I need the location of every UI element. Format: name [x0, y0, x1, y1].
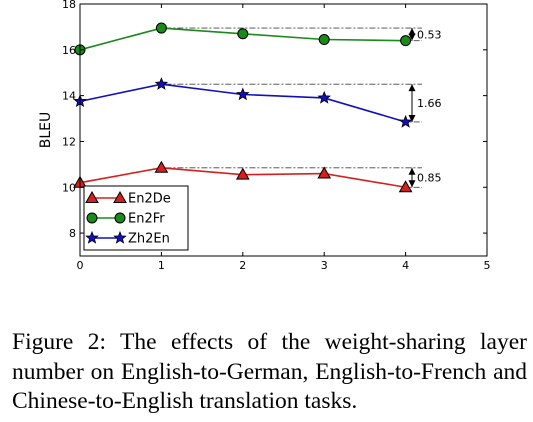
data-point [236, 87, 250, 101]
legend-entry: En2De [85, 190, 171, 207]
data-point [154, 160, 169, 173]
x-tick-label: 1 [158, 259, 165, 272]
y-axis-label: BLEU [38, 112, 54, 149]
legend-marker [85, 190, 99, 203]
data-point [235, 167, 250, 180]
y-tick-label: 10 [62, 181, 76, 194]
x-tick-label: 3 [321, 259, 328, 272]
legend-entry: En2Fr [86, 212, 165, 227]
difference-label: 1.66 [417, 97, 442, 110]
difference-label: 0.53 [417, 28, 442, 41]
legend-label: Zh2En [128, 232, 170, 247]
x-tick-label: 4 [402, 259, 409, 272]
series-zh2en [73, 77, 413, 128]
arrowhead-up [408, 28, 416, 36]
legend-entry: Zh2En [85, 230, 170, 247]
annotation-en2de: 0.85 [161, 167, 442, 188]
legend-label: En2De [128, 192, 171, 207]
annotation-zh2en: 1.66 [161, 83, 442, 123]
annotation-en2fr: 0.53 [161, 27, 442, 41]
series-layer [73, 22, 413, 193]
plot-frame [79, 3, 488, 257]
difference-annotations: 0.53 1.66 0.85 [161, 27, 442, 188]
series-en2fr [74, 22, 412, 56]
legend-marker [113, 230, 127, 244]
data-point [317, 166, 332, 179]
data-point [237, 28, 249, 40]
x-tick-label: 2 [239, 259, 246, 272]
figure-caption: Figure 2: The effects of the weight-shar… [12, 329, 527, 414]
x-tick-label: 5 [484, 259, 491, 272]
legend-label: En2Fr [128, 212, 165, 227]
arrowhead-down [408, 180, 416, 188]
data-point [398, 180, 413, 193]
y-tick-label: 16 [62, 44, 76, 57]
arrowhead-up [408, 84, 416, 92]
legend-marker [113, 190, 127, 203]
y-tick-label: 8 [69, 227, 76, 240]
legend: En2De En2Fr Zh2En [83, 185, 189, 251]
y-tick-label: 14 [62, 90, 76, 103]
data-point [317, 90, 331, 104]
data-point [398, 114, 413, 128]
legend-marker [85, 230, 99, 244]
data-point [400, 35, 412, 47]
x-tick-label: 0 [77, 259, 84, 272]
difference-label: 0.85 [417, 172, 442, 185]
y-tick-label: 18 [62, 0, 76, 11]
legend-marker [86, 212, 98, 224]
legend-marker [114, 212, 126, 224]
y-tick-label: 12 [62, 135, 76, 148]
arrowhead-down [408, 33, 416, 41]
data-point [155, 22, 167, 34]
data-point [154, 77, 169, 90]
arrowhead-up [408, 167, 416, 175]
data-point [318, 34, 330, 46]
arrowhead-down [408, 114, 416, 122]
